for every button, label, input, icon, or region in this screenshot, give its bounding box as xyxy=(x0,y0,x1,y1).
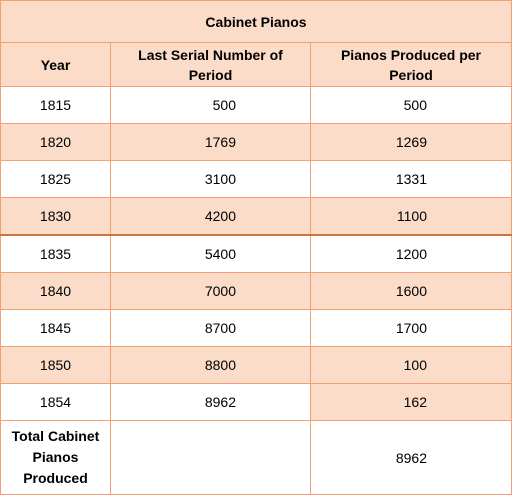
produced-cell: 500 xyxy=(310,86,512,124)
table-row: 1854 8962 162 xyxy=(0,383,512,421)
table-row: 1830 4200 1100 xyxy=(0,197,512,236)
total-produced-cell: 8962 xyxy=(310,420,512,495)
year-cell: 1830 xyxy=(0,197,111,236)
last-serial-cell: 7000 xyxy=(110,272,311,310)
header-row: Year Last Serial Number of Period Pianos… xyxy=(0,42,512,87)
year-cell: 1815 xyxy=(0,86,111,124)
table-row: 1845 8700 1700 xyxy=(0,309,512,347)
last-serial-cell: 8962 xyxy=(110,383,311,421)
table-row: 1825 3100 1331 xyxy=(0,160,512,198)
produced-cell: 1100 xyxy=(310,197,512,236)
last-serial-cell: 500 xyxy=(110,86,311,124)
total-last-serial-cell xyxy=(110,420,311,495)
table-row: 1840 7000 1600 xyxy=(0,272,512,310)
table-row: 1850 8800 100 xyxy=(0,346,512,384)
produced-cell: 1600 xyxy=(310,272,512,310)
produced-cell: 1269 xyxy=(310,123,512,161)
year-cell: 1854 xyxy=(0,383,111,421)
total-label-cell: Total Cabinet Pianos Produced xyxy=(0,420,111,495)
header-last-serial-text: Last Serial Number of Period xyxy=(138,46,283,83)
table-title-row: Cabinet Pianos xyxy=(0,0,512,43)
header-produced-text: Pianos Produced per Period xyxy=(340,46,482,83)
total-row: Total Cabinet Pianos Produced 8962 xyxy=(0,420,512,495)
year-cell: 1850 xyxy=(0,346,111,384)
table-title: Cabinet Pianos xyxy=(0,0,512,43)
year-cell: 1820 xyxy=(0,123,111,161)
last-serial-cell: 8700 xyxy=(110,309,311,347)
header-last-serial: Last Serial Number of Period xyxy=(110,42,311,87)
produced-cell: 100 xyxy=(310,346,512,384)
header-produced: Pianos Produced per Period xyxy=(310,42,512,87)
table-row: 1820 1769 1269 xyxy=(0,123,512,161)
last-serial-cell: 3100 xyxy=(110,160,311,198)
last-serial-cell: 8800 xyxy=(110,346,311,384)
total-label: Total Cabinet Pianos Produced xyxy=(11,428,100,486)
year-cell: 1840 xyxy=(0,272,111,310)
last-serial-cell: 4200 xyxy=(110,197,311,236)
year-cell: 1835 xyxy=(0,234,111,273)
table-row: 1815 500 500 xyxy=(0,86,512,124)
produced-cell: 162 xyxy=(310,383,512,421)
header-year: Year xyxy=(0,42,111,87)
year-cell: 1845 xyxy=(0,309,111,347)
produced-cell: 1700 xyxy=(310,309,512,347)
last-serial-cell: 5400 xyxy=(110,234,311,273)
last-serial-cell: 1769 xyxy=(110,123,311,161)
table-row: 1835 5400 1200 xyxy=(0,234,512,273)
produced-cell: 1331 xyxy=(310,160,512,198)
year-cell: 1825 xyxy=(0,160,111,198)
produced-cell: 1200 xyxy=(310,234,512,273)
